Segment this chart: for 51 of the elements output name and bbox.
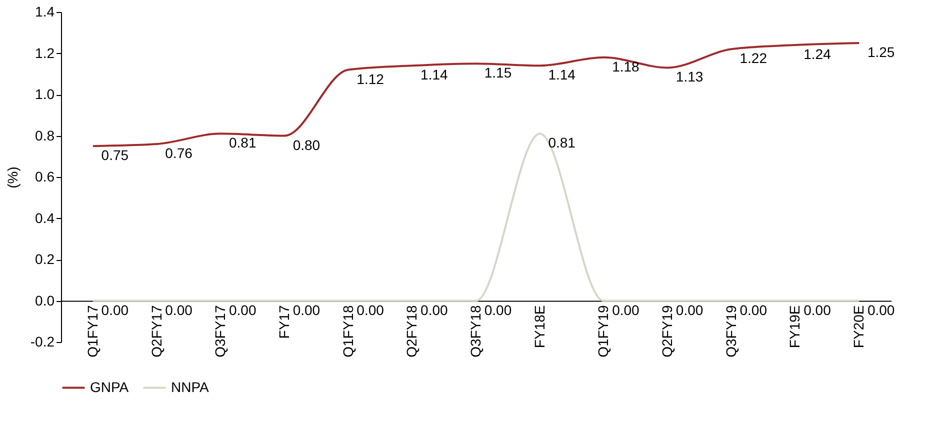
data-label: 0.00 — [101, 302, 129, 318]
data-label: 1.14 — [420, 66, 448, 83]
data-label: 1.15 — [484, 64, 512, 81]
x-tick-label: FY17 — [276, 305, 292, 339]
y-tick-label: 0.8 — [35, 127, 55, 144]
data-label: 0.00 — [740, 302, 768, 318]
x-tick-label: Q2FY18 — [404, 305, 420, 358]
data-label: 1.12 — [356, 70, 384, 87]
y-tick-label: -0.2 — [30, 334, 55, 350]
x-tick-label: Q3FY18 — [468, 305, 484, 358]
data-label: 0.00 — [867, 302, 895, 318]
data-label: 0.00 — [420, 302, 448, 318]
data-label: 1.13 — [676, 68, 704, 85]
data-label: 0.00 — [484, 302, 512, 318]
y-tick-label: 0.4 — [35, 210, 55, 226]
x-tick-label: Q1FY18 — [340, 305, 356, 358]
data-label: 0.00 — [676, 302, 704, 318]
data-label: 0.00 — [356, 302, 384, 318]
x-tick-label: Q3FY17 — [212, 305, 228, 358]
data-label: 0.00 — [165, 302, 193, 318]
data-label: 0.00 — [292, 302, 320, 318]
data-label: 1.25 — [867, 44, 895, 60]
x-tick-label: Q2FY19 — [659, 305, 676, 358]
x-tick-label: FY18E — [531, 305, 548, 348]
y-tick-label: 0.6 — [35, 168, 55, 184]
data-label: 0.76 — [165, 145, 193, 161]
data-label: 1.14 — [548, 66, 576, 83]
data-label: 0.80 — [292, 136, 320, 153]
x-tick-label: Q2FY17 — [148, 305, 164, 358]
legend-label: NNPA — [171, 378, 210, 395]
data-label: 1.18 — [612, 58, 640, 74]
y-tick-label: 1.0 — [35, 86, 55, 102]
y-tick-label: 0.2 — [35, 251, 55, 267]
x-tick-label: Q1FY17 — [84, 305, 100, 358]
data-label: 1.24 — [804, 46, 832, 62]
x-tick-label: FY19E — [786, 305, 803, 348]
legend-label: GNPA — [90, 378, 130, 395]
y-tick-label: 1.2 — [35, 44, 55, 61]
y-tick-label: 1.4 — [35, 4, 55, 20]
data-label: 1.22 — [740, 50, 768, 66]
y-axis-title: (%) — [4, 166, 20, 188]
x-tick-label: FY20E — [850, 305, 867, 348]
data-label: 0.81 — [548, 134, 576, 151]
x-tick-label: Q1FY19 — [595, 305, 612, 358]
data-label: 0.00 — [228, 302, 256, 318]
data-label: 0.75 — [101, 147, 129, 164]
x-tick-label: Q3FY19 — [722, 305, 739, 358]
data-label: 0.00 — [804, 302, 832, 318]
data-label: 0.00 — [612, 302, 640, 318]
data-label: 0.81 — [228, 134, 256, 151]
y-tick-label: 0.0 — [35, 292, 55, 308]
